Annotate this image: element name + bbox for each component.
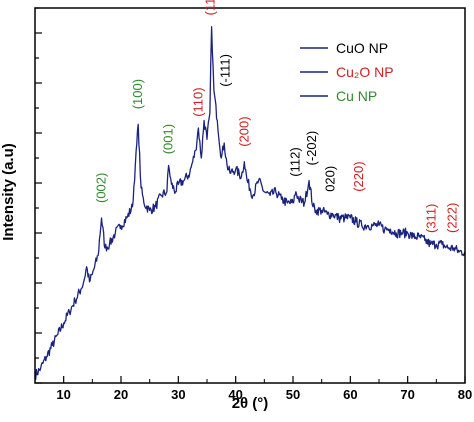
legend-label: Cu NP: [336, 88, 377, 104]
x-tick-label: 20: [114, 387, 128, 402]
peak-label: (311): [424, 204, 439, 233]
peak-label: (112): [287, 147, 302, 176]
peak-label: (222): [444, 203, 459, 233]
peak-label: 020): [322, 166, 337, 192]
peak-label: (001): [161, 124, 176, 154]
peak-label: (002): [94, 173, 109, 203]
peak-label: (111): [202, 0, 217, 16]
x-tick-label: 10: [56, 387, 70, 402]
peak-annotations: (002) (100) (001) (110) (111) (-111) (200) (112…: [94, 0, 460, 233]
legend: CuO NP Cu₂O NP Cu NP: [300, 40, 394, 104]
peak-label: (-202): [304, 131, 319, 166]
x-axis-label: 2θ (°): [232, 395, 269, 412]
y-axis-label: Intensity (a.u): [0, 143, 17, 241]
peak-label: (-111): [217, 54, 232, 87]
legend-label: Cu₂O NP: [336, 64, 394, 80]
peak-label: (220): [351, 161, 366, 191]
legend-label: CuO NP: [336, 40, 388, 56]
x-tick-label: 80: [458, 387, 472, 402]
x-ticks: 10 20 30 40 50 60 70 80: [56, 376, 472, 402]
x-tick-label: 30: [171, 387, 185, 402]
x-tick-label: 50: [286, 387, 300, 402]
peak-label: (200): [236, 116, 251, 146]
x-tick-label: 70: [400, 387, 414, 402]
peak-label: (100): [130, 79, 145, 109]
x-tick-label: 40: [228, 387, 242, 402]
series-line-0: [34, 26, 466, 381]
plot-area: [34, 26, 466, 381]
x-tick-label: 60: [343, 387, 357, 402]
axes-frame: [34, 7, 466, 384]
peak-label: (110): [190, 87, 205, 116]
axes: [34, 7, 466, 384]
